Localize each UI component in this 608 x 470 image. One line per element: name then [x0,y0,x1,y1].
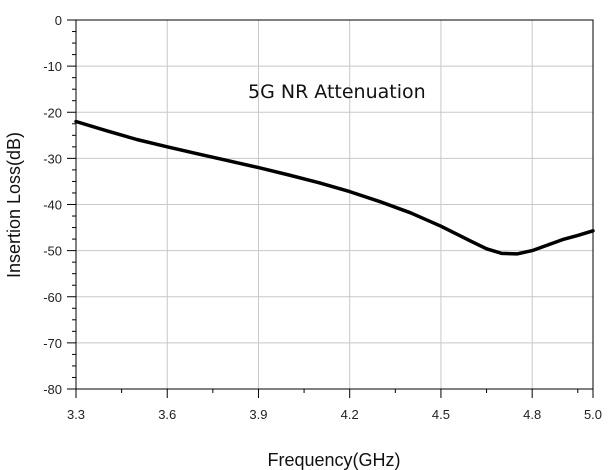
y-tick-label: 0 [55,13,62,28]
x-tick-label: 3.3 [67,407,85,422]
plot-frame [75,19,594,390]
y-tick-label: -40 [43,198,62,213]
x-axis-title: Frequency(GHz) [267,450,400,470]
x-tick-label: 3.6 [158,407,176,422]
grid-lines [76,20,593,389]
insertion-loss-line [74,119,595,256]
y-axis-title: Insertion Loss(dB) [4,132,24,278]
x-tick-label: 4.2 [341,407,359,422]
axis-ticks [67,19,594,398]
y-tick-label: -30 [43,151,62,166]
y-tick-label: -50 [43,244,62,259]
chart-annotation: 5G NR Attenuation [248,81,426,103]
y-tick-label: -80 [43,382,62,397]
y-tick-label: -10 [43,59,62,74]
x-tick-label: 4.8 [523,407,541,422]
x-tick-label: 4.5 [432,407,450,422]
x-tick-label: 5.0 [584,407,602,422]
y-tick-label: -20 [43,105,62,120]
x-tick-label: 3.9 [249,407,267,422]
series-layer [74,119,595,256]
tick-labels: 3.3 3.6 3.9 4.2 4.5 4.8 5.0 0 -10 -20 -30 -40 -50 -60… [43,13,602,422]
y-tick-label: -60 [43,290,62,305]
y-tick-label: -70 [43,336,62,351]
